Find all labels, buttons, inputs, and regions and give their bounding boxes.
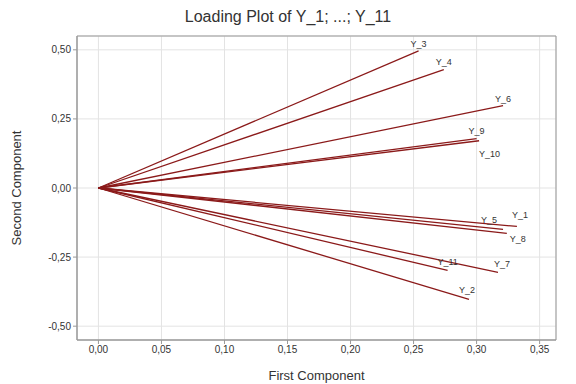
svg-text:Y_4: Y_4 (436, 57, 452, 67)
svg-text:0,15: 0,15 (278, 344, 298, 355)
svg-text:Y_9: Y_9 (469, 126, 485, 136)
svg-text:0,00: 0,00 (52, 183, 72, 194)
svg-text:-0,50: -0,50 (48, 321, 71, 332)
svg-text:Y_10: Y_10 (479, 149, 500, 159)
svg-text:0,25: 0,25 (52, 113, 72, 124)
svg-text:Y_7: Y_7 (494, 259, 510, 269)
svg-text:0,35: 0,35 (530, 344, 550, 355)
svg-text:0,30: 0,30 (467, 344, 487, 355)
svg-text:Y_5: Y_5 (481, 215, 497, 225)
svg-text:0,05: 0,05 (152, 344, 172, 355)
svg-text:Y_8: Y_8 (510, 234, 526, 244)
svg-text:Y_1: Y_1 (512, 210, 528, 220)
svg-text:0,50: 0,50 (52, 44, 72, 55)
svg-text:Y_11: Y_11 (437, 257, 457, 267)
svg-text:-0,25: -0,25 (48, 252, 71, 263)
html-text:Loading Plot of Y_1; ...; Y_11: Loading Plot of Y_1; ...; Y_11 (184, 8, 392, 25)
svg-text:0,25: 0,25 (404, 344, 424, 355)
svg-text:Y_3: Y_3 (411, 39, 427, 49)
svg-text:0,20: 0,20 (341, 344, 361, 355)
svg-text:0,10: 0,10 (215, 344, 235, 355)
svg-text:Y_6: Y_6 (495, 94, 511, 104)
svg-text:Y_2: Y_2 (459, 285, 475, 295)
svg-text:First Component: First Component (268, 368, 364, 383)
svg-text:0,00: 0,00 (89, 344, 109, 355)
svg-text:Second Component: Second Component (9, 130, 24, 245)
